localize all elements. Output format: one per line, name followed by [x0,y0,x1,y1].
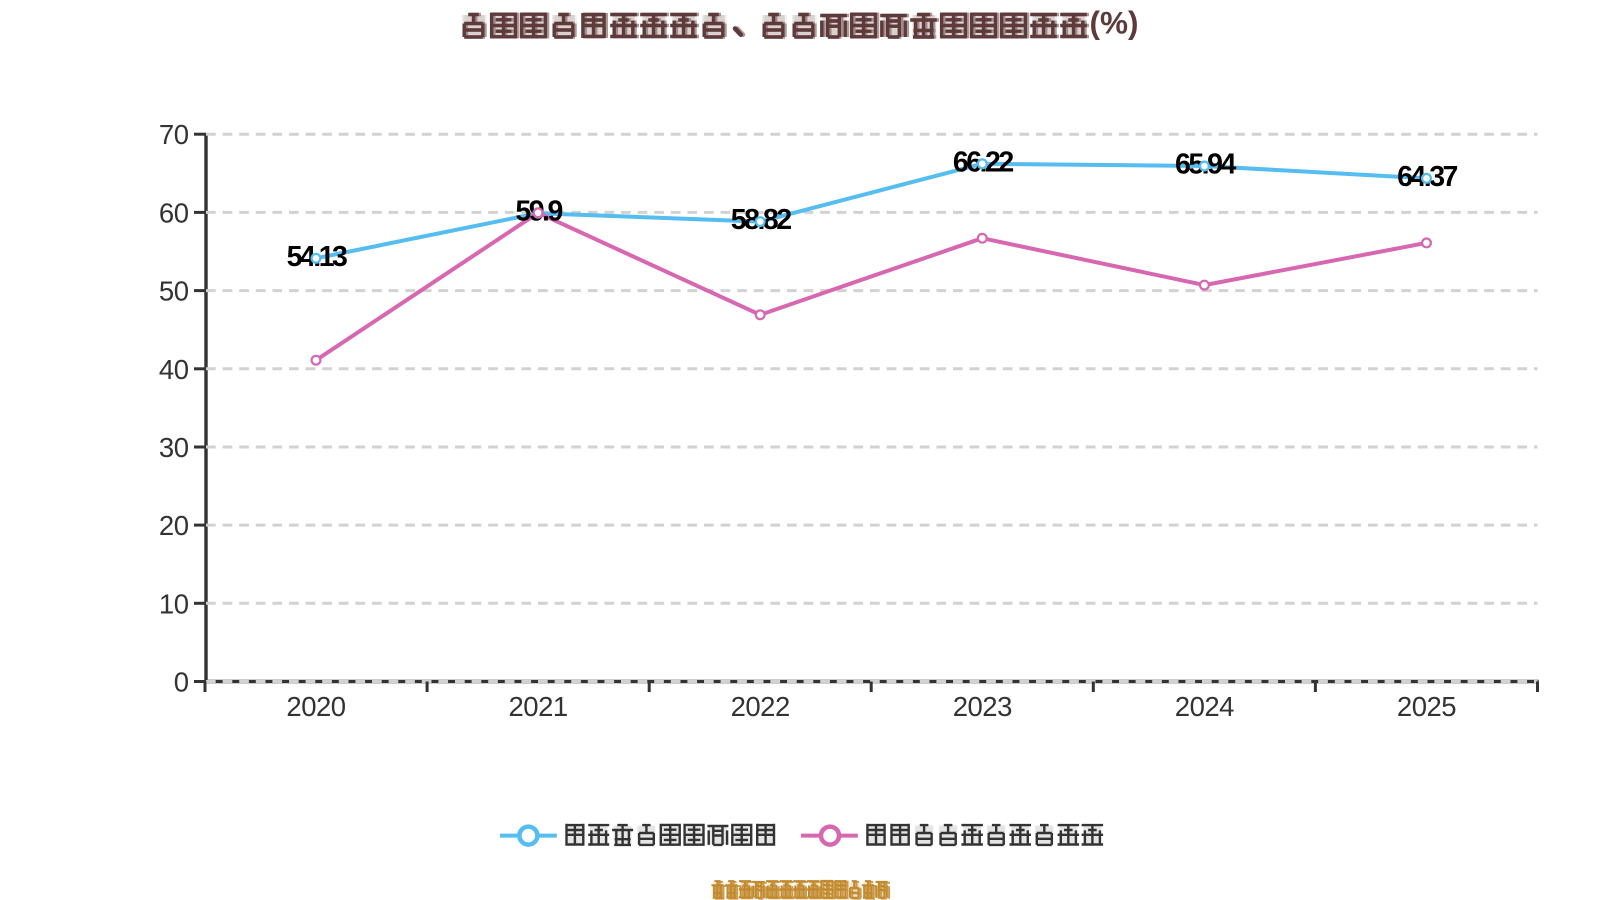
svg-text:70: 70 [159,119,189,150]
svg-text:30: 30 [159,432,189,463]
svg-text:50: 50 [159,276,189,307]
svg-text:2021: 2021 [509,691,568,722]
svg-text:2025: 2025 [1397,691,1456,722]
svg-text:(%): (%) [1090,5,1139,41]
svg-text:2022: 2022 [731,691,790,722]
svg-text:20: 20 [159,510,189,541]
svg-text:10: 10 [159,588,189,619]
svg-text:2020: 2020 [286,691,345,722]
svg-text:2023: 2023 [953,691,1012,722]
svg-text:40: 40 [159,354,189,385]
svg-text:2024: 2024 [1175,691,1234,722]
svg-text:0: 0 [174,667,189,698]
svg-text:60: 60 [159,197,189,228]
